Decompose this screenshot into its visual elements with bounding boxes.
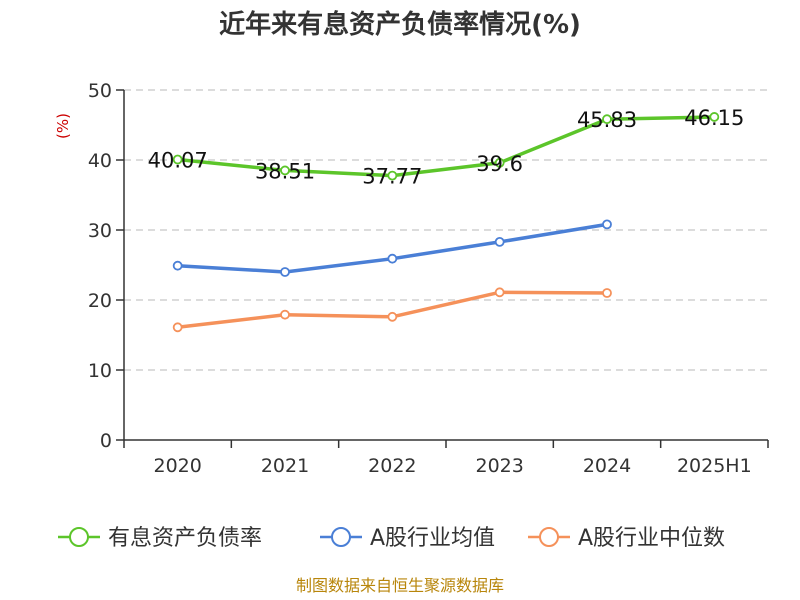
y-tick-label: 40 [88, 150, 112, 172]
y-tick-label: 50 [88, 80, 112, 102]
data-label: 40.07 [148, 149, 208, 173]
source-note: 制图数据来自恒生聚源数据库 [296, 576, 504, 595]
data-label: 45.83 [577, 108, 637, 132]
y-tick-label: 0 [100, 430, 112, 452]
y-tick-label: 30 [88, 220, 112, 242]
data-point [387, 311, 398, 322]
x-tick-label: 2024 [583, 455, 631, 477]
series-line [177, 290, 608, 330]
data-label: 37.77 [362, 165, 422, 189]
data-point [387, 253, 398, 264]
data-label: 38.51 [255, 159, 315, 183]
legend-swatch-marker [539, 527, 559, 547]
data-point [280, 165, 290, 176]
legend-swatch-marker [69, 527, 89, 547]
data-point [387, 170, 398, 181]
x-tick-label: 2023 [475, 455, 523, 477]
legend-swatch-marker [331, 527, 351, 547]
legend-label: 有息资产负债率 [108, 526, 262, 551]
data-label: 39.6 [476, 152, 523, 176]
data-point [494, 236, 505, 247]
y-tick-label: 10 [88, 360, 112, 382]
data-label: 46.15 [684, 106, 744, 130]
x-tick-label: 2020 [153, 455, 201, 477]
legend-label: A股行业中位数 [578, 526, 725, 551]
data-point [172, 154, 183, 165]
y-tick-label: 20 [88, 290, 112, 312]
data-point [280, 309, 290, 320]
x-tick-label: 2022 [368, 455, 416, 477]
y-axis-label: (%) [54, 113, 72, 139]
x-tick-label: 2025H1 [677, 455, 752, 477]
data-point [602, 219, 612, 230]
data-point [494, 287, 505, 298]
chart-title: 近年来有息资产负债率情况(%) [219, 9, 581, 40]
series-line [177, 222, 608, 274]
legend-label: A股行业均值 [370, 526, 495, 551]
data-point [602, 288, 612, 298]
data-point [709, 112, 720, 122]
x-tick-label: 2021 [261, 455, 309, 477]
data-point [172, 260, 183, 271]
data-point [602, 114, 612, 125]
data-point [494, 157, 505, 168]
data-point [280, 267, 290, 277]
series-line [177, 115, 715, 178]
data-point [172, 322, 183, 333]
